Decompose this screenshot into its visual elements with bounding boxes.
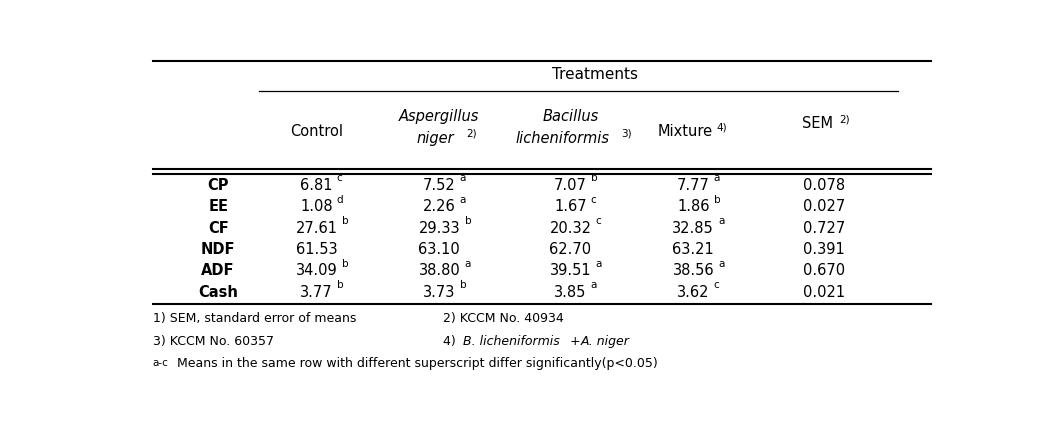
Text: 4): 4) (717, 122, 727, 132)
Text: c: c (713, 280, 720, 290)
Text: 38.56: 38.56 (672, 263, 715, 279)
Text: CP: CP (207, 178, 229, 193)
Text: +: + (567, 335, 585, 348)
Text: ADF: ADF (202, 263, 235, 279)
Text: 3.85: 3.85 (554, 285, 587, 300)
Text: 7.77: 7.77 (676, 178, 709, 193)
Text: a: a (460, 173, 466, 183)
Text: a: a (596, 259, 602, 269)
Text: 1.67: 1.67 (554, 199, 587, 214)
Text: Aspergillus: Aspergillus (400, 109, 480, 124)
Text: B. licheniformis: B. licheniformis (463, 335, 560, 348)
Text: 39.51: 39.51 (550, 263, 591, 279)
Text: Treatments: Treatments (552, 66, 638, 82)
Text: 63.21: 63.21 (672, 242, 715, 257)
Text: b: b (341, 216, 349, 226)
Text: b: b (337, 280, 344, 290)
Text: a: a (465, 259, 471, 269)
Text: 0.078: 0.078 (803, 178, 846, 193)
Text: a-c: a-c (152, 358, 168, 368)
Text: 0.391: 0.391 (803, 242, 846, 257)
Text: c: c (591, 195, 596, 205)
Text: Means in the same row with different superscript differ significantly(p<0.05): Means in the same row with different sup… (178, 357, 657, 370)
Text: Mixture: Mixture (657, 124, 712, 139)
Text: niger: niger (416, 130, 455, 146)
Text: 2.26: 2.26 (423, 199, 456, 214)
Text: Cash: Cash (199, 285, 238, 300)
Text: a: a (719, 259, 725, 269)
Text: b: b (460, 280, 466, 290)
Text: 3): 3) (622, 128, 632, 138)
Text: 0.027: 0.027 (803, 199, 846, 214)
Text: 2): 2) (839, 114, 850, 124)
Text: 20.32: 20.32 (550, 221, 591, 236)
Text: b: b (465, 216, 471, 226)
Text: 38.80: 38.80 (419, 263, 460, 279)
Text: 1.08: 1.08 (300, 199, 333, 214)
Text: 2): 2) (466, 128, 477, 138)
Text: 2) KCCM No. 40934: 2) KCCM No. 40934 (444, 312, 564, 325)
Text: Control: Control (290, 124, 342, 139)
Text: 61.53: 61.53 (296, 242, 337, 257)
Text: 1) SEM, standard error of means: 1) SEM, standard error of means (152, 312, 356, 325)
Text: d: d (337, 195, 344, 205)
Text: 0.021: 0.021 (803, 285, 846, 300)
Text: SEM: SEM (802, 116, 833, 132)
Text: 3) KCCM No. 60357: 3) KCCM No. 60357 (152, 335, 274, 348)
Text: 62.70: 62.70 (550, 242, 592, 257)
Text: a: a (713, 173, 720, 183)
Text: 27.61: 27.61 (296, 221, 337, 236)
Text: 7.52: 7.52 (423, 178, 456, 193)
Text: 34.09: 34.09 (296, 263, 337, 279)
Text: 3.77: 3.77 (300, 285, 333, 300)
Text: NDF: NDF (201, 242, 236, 257)
Text: 7.07: 7.07 (554, 178, 587, 193)
Text: 1.86: 1.86 (678, 199, 709, 214)
Text: 32.85: 32.85 (672, 221, 715, 236)
Text: 4): 4) (444, 335, 460, 348)
Text: a: a (591, 280, 597, 290)
Text: 63.10: 63.10 (419, 242, 460, 257)
Text: a: a (719, 216, 725, 226)
Text: 6.81: 6.81 (300, 178, 333, 193)
Text: CF: CF (208, 221, 228, 236)
Text: a: a (460, 195, 466, 205)
Text: Bacillus: Bacillus (542, 109, 598, 124)
Text: b: b (591, 173, 597, 183)
Text: EE: EE (208, 199, 228, 214)
Text: c: c (337, 173, 342, 183)
Text: b: b (341, 259, 349, 269)
Text: 3.62: 3.62 (678, 285, 709, 300)
Text: 0.727: 0.727 (803, 221, 846, 236)
Text: 0.670: 0.670 (803, 263, 846, 279)
Text: 29.33: 29.33 (419, 221, 460, 236)
Text: c: c (596, 216, 601, 226)
Text: b: b (713, 195, 720, 205)
Text: 3.73: 3.73 (423, 285, 456, 300)
Text: licheniformis: licheniformis (515, 130, 609, 146)
Text: A. niger: A. niger (581, 335, 630, 348)
